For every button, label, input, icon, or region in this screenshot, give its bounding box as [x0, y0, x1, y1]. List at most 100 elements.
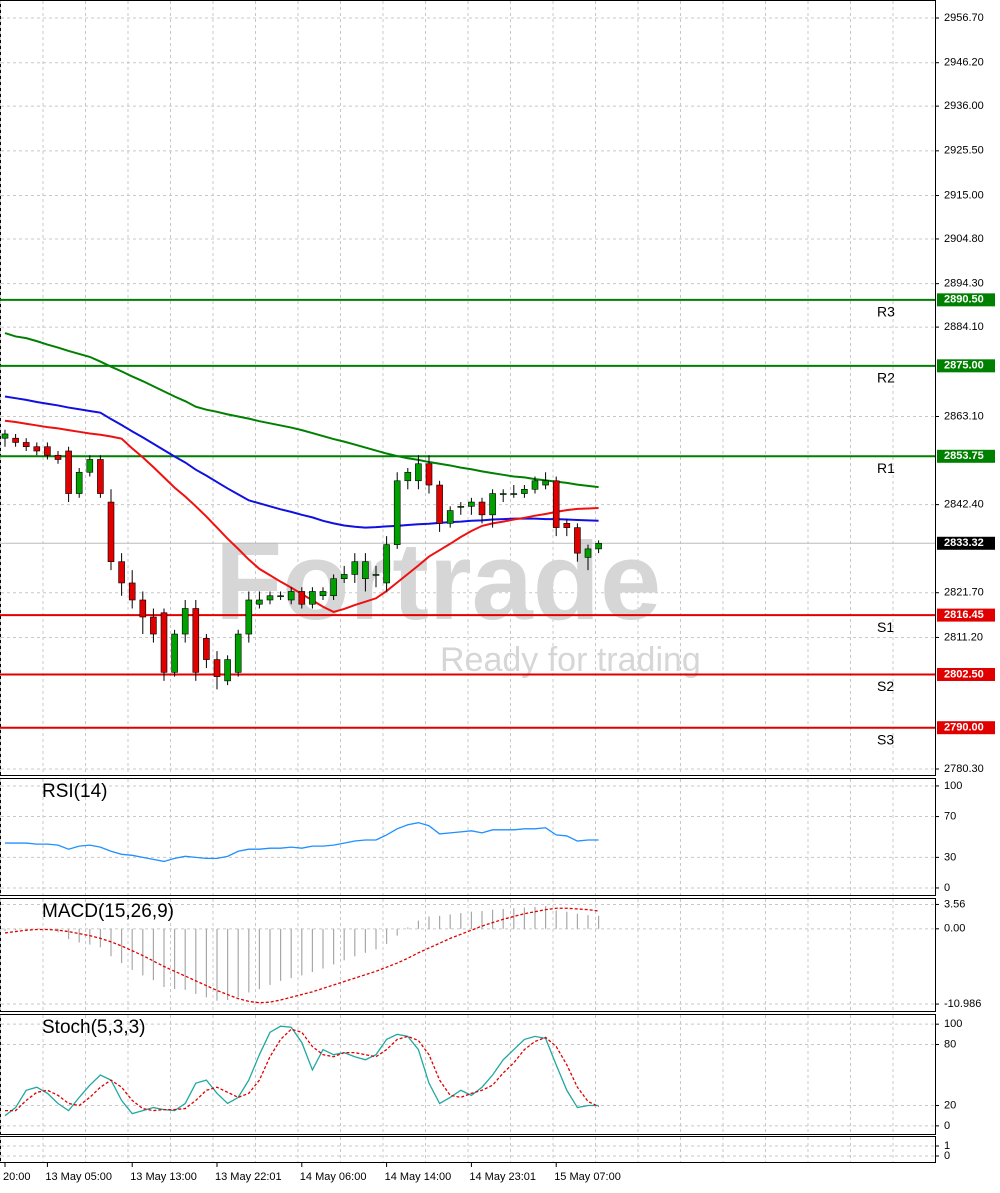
candle-body: [521, 488, 528, 494]
candle-body: [1, 433, 9, 439]
candle-body: [224, 659, 231, 682]
candle-body: [425, 463, 433, 486]
y-tick-label: 1: [944, 1140, 950, 1152]
candle-body: [415, 463, 422, 482]
level-name: R2: [877, 370, 895, 386]
x-tick-label: 15 May 07:00: [554, 1171, 621, 1183]
y-tick-label: 2842.40: [944, 499, 984, 511]
candle-body: [97, 459, 104, 494]
candle-body: [309, 591, 316, 605]
candle-body: [362, 561, 369, 579]
y-tick-label: 30: [944, 851, 956, 863]
candle-body: [319, 591, 327, 597]
y-tick-label: 2936.00: [944, 100, 984, 112]
y-tick-label: -10.986: [944, 998, 981, 1010]
candle-body: [22, 442, 30, 448]
indicator-line: [4, 1025, 599, 1117]
level-price-box: [937, 721, 995, 735]
level-price-box: [937, 608, 995, 622]
moving-average: [4, 332, 599, 489]
indicator-title: Stoch(5,3,3): [42, 1017, 146, 1038]
x-tick-label: 14 May 23:01: [469, 1171, 536, 1183]
candle-body: [128, 582, 136, 601]
candle-body: [213, 659, 221, 677]
candle-body: [552, 480, 560, 528]
candle-body: [510, 493, 518, 495]
candle-body: [107, 501, 115, 562]
y-tick-label: 100: [944, 1018, 962, 1030]
candle-body: [574, 527, 581, 554]
y-tick-label: 2821.70: [944, 587, 984, 599]
candle-body: [531, 480, 539, 490]
level-name: S3: [877, 731, 894, 747]
y-tick-label: 2863.10: [944, 410, 984, 422]
level-name: R1: [877, 460, 895, 476]
level-price-box: [937, 449, 995, 463]
candle-body: [478, 501, 486, 516]
x-tick-label: 13 May 13:00: [130, 1171, 197, 1183]
indicator-line: [5, 822, 599, 863]
candle-body: [86, 459, 94, 473]
level-name: S1: [877, 619, 894, 635]
y-tick-label: 3.56: [944, 898, 965, 910]
level-name: R3: [877, 304, 895, 320]
x-tick-label: 14 May 06:00: [300, 1171, 367, 1183]
candle-body: [277, 595, 284, 598]
candle-body: [404, 471, 412, 482]
candle-body: [436, 484, 443, 524]
candle-body: [65, 450, 72, 494]
y-tick-label: 2956.70: [944, 12, 984, 24]
y-tick-label: 0: [944, 882, 950, 894]
candle-body: [54, 454, 62, 460]
last-price-box: [937, 536, 995, 550]
moving-average: [4, 395, 599, 529]
y-tick-label: 2925.50: [944, 145, 984, 157]
candle-body: [446, 510, 454, 524]
candle-body: [192, 608, 200, 673]
candle-body: [330, 578, 337, 597]
level-price: 2875.00: [944, 360, 984, 372]
candle-body: [351, 561, 359, 575]
watermark-brand: Fortrade: [215, 520, 661, 643]
candle-body: [595, 542, 602, 550]
y-tick-label: 2894.30: [944, 278, 984, 290]
candle-body: [287, 591, 295, 601]
candle-body: [457, 506, 465, 508]
y-tick-label: 0: [944, 1120, 950, 1132]
y-tick-label: 2946.20: [944, 57, 984, 69]
indicator-title: RSI(14): [42, 781, 107, 802]
candle-body: [44, 446, 51, 456]
indicator-title: MACD(15,26,9): [42, 901, 174, 922]
level-price: 2853.75: [944, 450, 984, 462]
y-tick-label: 2915.00: [944, 189, 984, 201]
candle-body: [150, 616, 157, 635]
candle-body: [542, 480, 549, 486]
level-price: 2890.50: [944, 294, 984, 306]
candle-body: [118, 561, 125, 584]
y-tick-label: 80: [944, 1038, 956, 1050]
level-name: S2: [877, 678, 894, 694]
candle-body: [584, 548, 592, 558]
y-tick-label: 2811.20: [944, 631, 983, 643]
last-price: 2833.32: [944, 537, 984, 549]
x-tick-label: 20:00: [3, 1171, 31, 1183]
candle-body: [171, 633, 178, 673]
y-tick-label: 0.00: [944, 923, 965, 935]
candle-body: [340, 574, 348, 579]
candle-body: [266, 595, 274, 601]
candle-body: [298, 591, 306, 605]
grid-layer: [0, 0, 936, 1163]
candle-body: [372, 574, 380, 576]
candle-body: [33, 446, 41, 452]
candle-body: [383, 544, 390, 584]
candle-body: [489, 493, 496, 516]
watermark-tagline: Ready for trading: [440, 641, 701, 679]
indicator-line: [5, 1028, 599, 1112]
x-tick-label: 13 May 05:00: [45, 1171, 112, 1183]
candle-body: [234, 633, 242, 673]
candle-body: [75, 471, 83, 494]
x-tick-label: 14 May 14:00: [385, 1171, 452, 1183]
level-price: 2790.00: [944, 722, 984, 734]
candle-body: [499, 493, 507, 495]
level-price: 2816.45: [944, 609, 984, 621]
